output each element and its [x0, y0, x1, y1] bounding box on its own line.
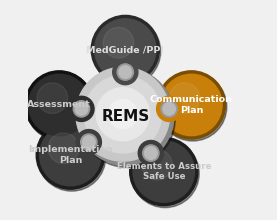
- Circle shape: [156, 100, 175, 119]
- Text: MedGuide /PPI: MedGuide /PPI: [86, 45, 164, 54]
- Circle shape: [77, 101, 94, 118]
- Circle shape: [78, 71, 175, 167]
- Text: Elements to Assure
Safe Use: Elements to Assure Safe Use: [117, 162, 211, 181]
- Circle shape: [119, 66, 132, 78]
- Circle shape: [96, 88, 150, 141]
- Circle shape: [117, 64, 134, 80]
- Circle shape: [161, 101, 177, 117]
- Circle shape: [29, 74, 90, 136]
- Circle shape: [36, 121, 104, 189]
- Circle shape: [138, 141, 163, 166]
- Circle shape: [93, 17, 161, 86]
- Circle shape: [26, 73, 95, 141]
- Circle shape: [163, 103, 175, 115]
- Circle shape: [76, 130, 101, 155]
- Circle shape: [157, 71, 225, 139]
- Circle shape: [81, 134, 97, 150]
- Circle shape: [131, 139, 199, 208]
- Circle shape: [91, 15, 159, 84]
- Circle shape: [103, 27, 134, 58]
- Circle shape: [84, 132, 100, 148]
- Circle shape: [48, 133, 79, 164]
- Circle shape: [73, 101, 90, 117]
- Circle shape: [113, 59, 138, 85]
- Circle shape: [83, 131, 101, 149]
- Circle shape: [139, 141, 158, 159]
- Circle shape: [159, 73, 227, 141]
- Circle shape: [95, 19, 156, 80]
- Circle shape: [69, 96, 94, 121]
- Circle shape: [108, 100, 137, 129]
- Circle shape: [157, 101, 173, 118]
- Circle shape: [161, 74, 222, 136]
- Circle shape: [76, 100, 95, 119]
- Circle shape: [116, 67, 135, 85]
- Circle shape: [157, 96, 182, 121]
- Circle shape: [84, 75, 161, 153]
- Text: REMS: REMS: [101, 109, 149, 124]
- Text: Communication
Plan: Communication Plan: [150, 95, 233, 115]
- Text: Assessment: Assessment: [27, 101, 91, 109]
- Circle shape: [142, 149, 172, 180]
- Circle shape: [25, 71, 93, 139]
- Circle shape: [37, 83, 68, 114]
- Circle shape: [83, 136, 95, 149]
- Circle shape: [143, 145, 159, 161]
- Circle shape: [169, 83, 200, 114]
- Circle shape: [130, 138, 198, 206]
- Circle shape: [133, 141, 194, 202]
- Circle shape: [140, 142, 157, 158]
- Text: Implementation
Plan: Implementation Plan: [28, 145, 113, 165]
- Circle shape: [40, 124, 101, 186]
- Circle shape: [75, 103, 88, 115]
- Circle shape: [145, 147, 157, 159]
- Circle shape: [117, 68, 134, 84]
- Circle shape: [76, 67, 170, 161]
- Circle shape: [38, 123, 106, 191]
- Circle shape: [77, 68, 174, 165]
